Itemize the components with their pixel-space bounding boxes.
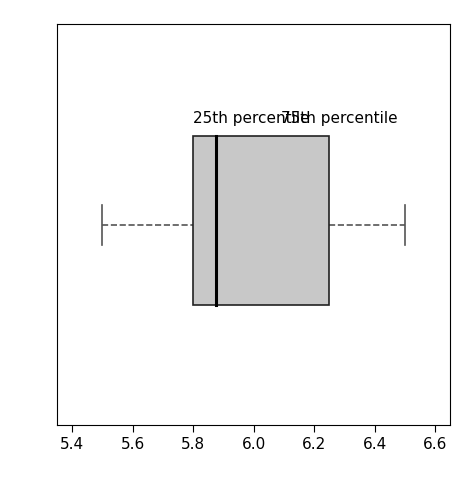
- Text: 25th percentile: 25th percentile: [193, 112, 310, 127]
- Bar: [193, 136, 329, 305]
- Text: 75th percentile: 75th percentile: [281, 112, 398, 127]
